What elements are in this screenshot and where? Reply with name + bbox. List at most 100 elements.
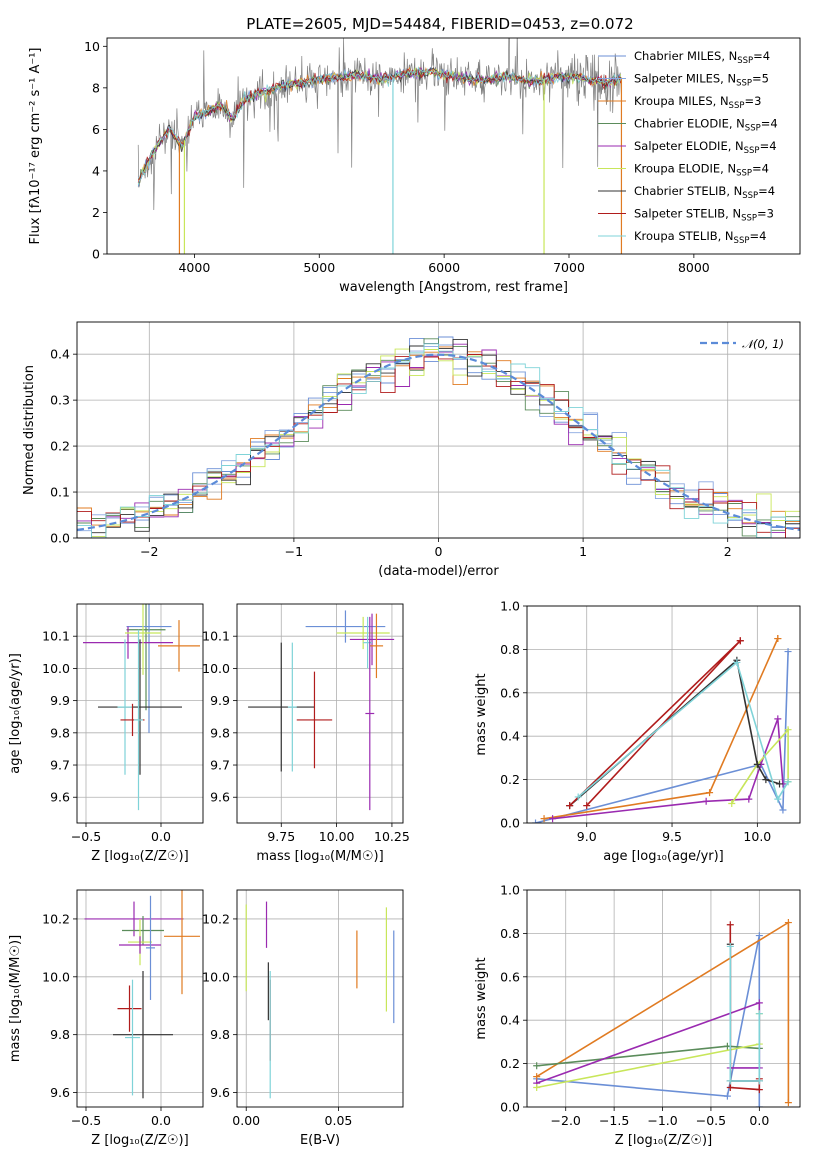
tick-label-y: 0.2: [500, 1056, 520, 1071]
weight-marker-2-2: [745, 795, 753, 803]
mass_vs_EBV-panel: 0.00 0.05 9.6 9.8 10.0 10.2 E(B-V): [202, 889, 404, 1148]
weight_vs_age-plot-area: [532, 635, 792, 823]
weight-marker-1-1: [784, 919, 792, 927]
weight-line-4: [536, 1013, 761, 1089]
tick-label-y: 0.6: [500, 969, 520, 984]
legend-name: Kroupa STELIB, N: [634, 229, 734, 243]
tick-label-x: −2: [140, 544, 158, 559]
weight-marker-6-2: [774, 795, 782, 803]
tick-label-y: 9.8: [210, 725, 230, 740]
x-axis-label: Z [log₁₀(Z/Z☉)]: [615, 1133, 712, 1148]
tick-label-x: −2.0: [551, 1113, 581, 1128]
histogram-8: [77, 343, 800, 538]
weight-marker-1-0: [533, 1073, 541, 1081]
observed-spectrum: [137, 38, 622, 211]
tick-label-y: 0: [92, 247, 100, 262]
weight-line-0: [535, 651, 789, 823]
legend-name: Kroupa MILES, N: [634, 94, 729, 108]
weight-line-3: [536, 1001, 761, 1084]
model-spectrum-7: [137, 68, 622, 181]
legend-nssp: =5: [752, 72, 769, 86]
weight-marker-6-1: [733, 658, 741, 666]
legend-sub: SSP: [734, 236, 750, 246]
tick-label-x: 10.0: [743, 829, 771, 844]
legend-label-5: Kroupa ELODIE, NSSP=4: [634, 162, 769, 179]
tick-label-y: 10.1: [202, 629, 230, 644]
tick-label-y: 9.8: [210, 1027, 230, 1042]
tick-label-y: 9.6: [50, 790, 70, 805]
legend-nssp: =4: [749, 229, 766, 243]
tick-label-x: 5000: [303, 260, 335, 275]
legend-sub: SSP: [736, 79, 752, 89]
weight-marker-6-3: [784, 778, 792, 786]
weight-line-3: [731, 727, 789, 804]
y-axis-label: mass [log₁₀(M/M☉)]: [8, 935, 23, 1062]
weight-marker-7-1: [726, 1077, 734, 1085]
y-axis-label: mass weight: [474, 673, 489, 755]
weight-marker-3-2: [784, 726, 792, 734]
legend-name: Chabrier STELIB, N: [634, 184, 742, 198]
tick-label-y: 0.3: [50, 393, 70, 408]
tick-label-y: 9.7: [210, 758, 230, 773]
x-axis-label: wavelength [Angstrom, rest frame]: [339, 280, 568, 295]
y-axis-label: Flux [fλ10⁻¹⁷ erg cm⁻² s⁻¹ A⁻¹]: [28, 48, 43, 245]
legend-gauss-label: 𝒩(0, 1): [742, 337, 784, 351]
x-axis-label: (data-model)/error: [378, 564, 499, 579]
model-spectrum-5: [138, 67, 622, 184]
weight-marker-5-0: [566, 802, 574, 810]
weight-marker-1-0: [540, 815, 548, 823]
weight-marker-0-1: [779, 806, 787, 814]
weight-line-1: [543, 638, 779, 820]
axes-frame: [236, 889, 404, 1108]
tick-label-x: −0.5: [71, 1113, 101, 1128]
tick-label-y: 0.4: [500, 1013, 520, 1028]
tick-label-x: 0.0: [151, 829, 171, 844]
tick-label-x: 6000: [428, 260, 460, 275]
tick-label-y: 2: [92, 205, 100, 220]
tick-label-x: −1: [285, 544, 303, 559]
legend-label-2: Kroupa MILES, NSSP=3: [634, 94, 761, 111]
legend-sub: SSP: [741, 214, 757, 224]
tick-label-x: 9.5: [662, 829, 682, 844]
age_vs_mass-panel: 9.75 10.00 10.25 9.6 9.7 9.8 9.9 10.0 10.1 mass […: [202, 603, 410, 864]
weight-marker-3-0: [728, 799, 736, 807]
weight-line-6: [577, 660, 789, 802]
tick-label-x: 7000: [553, 260, 585, 275]
axes-frame: [76, 603, 204, 824]
y-axis-label: Normed distribution: [22, 365, 37, 495]
age_vs_Z-panel: −0.5 0.0 9.6 9.7 9.8 9.9 10.0 10.1 Z [log₁₀(Z/Z☉…: [8, 603, 204, 864]
legend-nssp: =4: [758, 184, 775, 198]
tick-label-y: 4: [92, 163, 100, 178]
tick-label-y: 10.0: [42, 661, 70, 676]
gaussian-curve: [77, 353, 800, 531]
legend-label-7: Salpeter STELIB, NSSP=3: [634, 207, 774, 224]
x-axis-label: Z [log₁₀(Z/Z☉)]: [91, 849, 188, 864]
tick-label-x: 0.05: [325, 1113, 353, 1128]
weight-marker-2-4: [774, 715, 782, 723]
tick-label-y: 0.6: [500, 685, 520, 700]
weight-line-2: [552, 718, 784, 820]
model-spectrum-8: [137, 66, 622, 186]
tick-label-y: 9.7: [50, 758, 70, 773]
axes-frame: [526, 605, 801, 824]
tick-label-x: 8000: [678, 260, 710, 275]
weight-marker-0-1: [723, 1092, 731, 1100]
tick-label-y: 10.1: [42, 629, 70, 644]
tick-label-y: 0.8: [500, 926, 520, 941]
weight-marker-5-2: [736, 637, 744, 645]
legend-nssp: =3: [757, 207, 774, 221]
weight-marker-5-3: [583, 802, 591, 810]
tick-label-x: 0.0: [749, 1113, 769, 1128]
axes-frame: [76, 889, 204, 1108]
tick-label-y: 0.2: [500, 772, 520, 787]
tick-label-y: 10.2: [42, 911, 70, 926]
x-axis-label: E(B-V): [300, 1133, 340, 1148]
weight-marker-3-1: [755, 999, 763, 1007]
tick-label-y: 10.0: [42, 969, 70, 984]
tick-label-x: 10.00: [319, 829, 355, 844]
tick-label-y: 0.8: [500, 642, 520, 657]
mass_vs_Z-panel: −0.5 0.0 9.6 9.8 10.0 10.2 Z [log₁₀(Z/Z☉)] mass…: [8, 889, 204, 1148]
legend-sub: SSP: [729, 101, 745, 111]
weight-marker-7-0: [726, 942, 734, 950]
weight-marker-1-1: [706, 789, 714, 797]
